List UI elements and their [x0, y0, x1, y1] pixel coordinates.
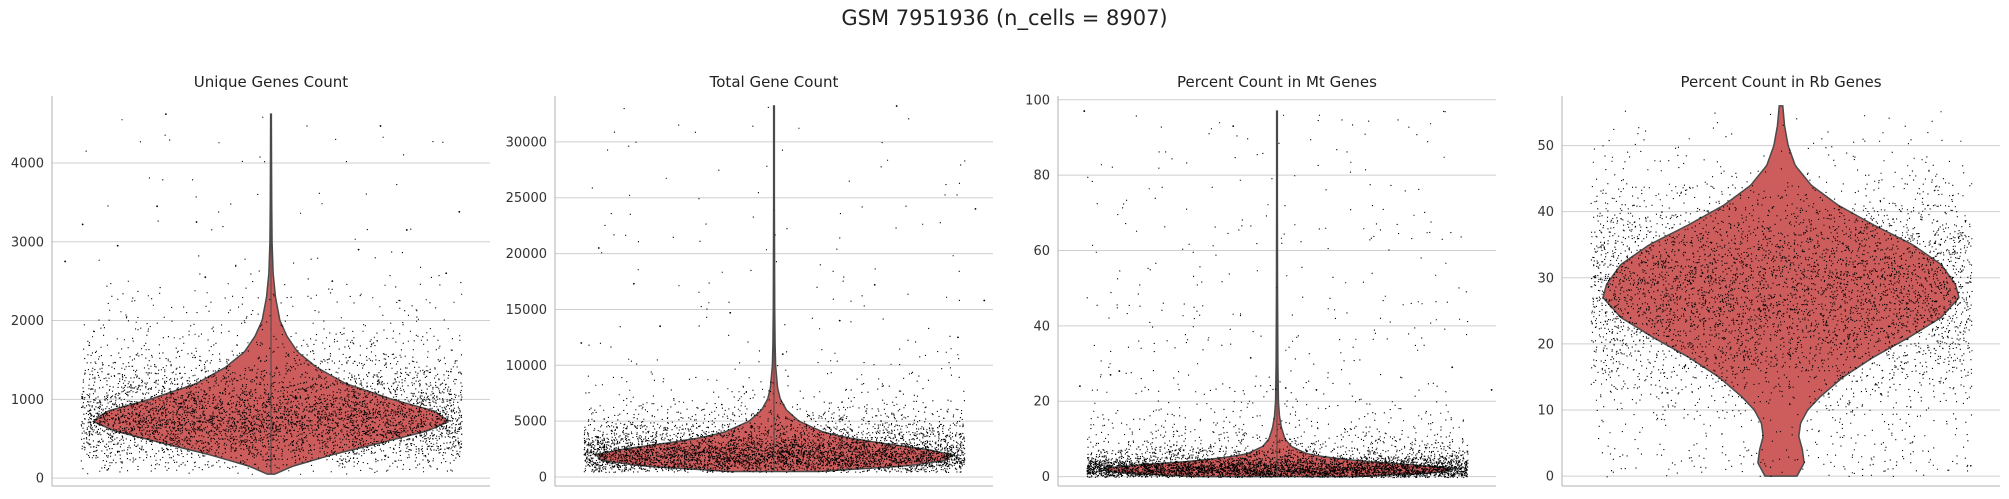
outlier-point [1315, 389, 1318, 391]
outlier-point [1083, 110, 1086, 112]
y-tick-label: 20 [1537, 337, 1554, 352]
outlier-point [204, 276, 207, 279]
outlier-point [156, 205, 159, 208]
outlier-point [81, 223, 84, 226]
violin-chart-3: Percent Count in Mt Genes 0 20 40 60 80 100 [1025, 73, 1496, 487]
outlier-point [983, 299, 986, 302]
y-tick-label: 0 [1546, 470, 1554, 485]
outlier-point [405, 229, 408, 231]
jitter-points [580, 105, 986, 474]
outlier-point [781, 353, 784, 356]
figure-title: GSM 7951936 (n_cells = 8907) [841, 6, 1168, 30]
y-tick-label: 80 [1033, 169, 1050, 184]
violin-chart-2: Total Gene Count 0 5000 10000 15000 20000 2500… [506, 73, 993, 487]
outlier-point [873, 283, 876, 286]
y-tick-label: 10000 [506, 359, 547, 374]
outlier-point [1249, 356, 1252, 359]
panel-title: Percent Count in Rb Genes [1680, 73, 1881, 91]
y-tick-label: 20 [1033, 395, 1050, 410]
panel-title: Percent Count in Mt Genes [1177, 73, 1377, 91]
outlier-point [1490, 389, 1493, 391]
violin-panel-1: Unique Genes Count 0 1000 2000 3000 4000 [11, 0, 490, 499]
outlier-point [1232, 125, 1235, 128]
outlier-point [379, 125, 382, 127]
outlier-point [974, 207, 977, 210]
outlier-point [1109, 373, 1112, 376]
y-tick-label: 40 [1033, 319, 1050, 334]
y-tick-label: 5000 [514, 415, 547, 430]
y-tick-label: 3000 [11, 235, 44, 250]
outlier-point [458, 210, 461, 213]
outlier-point [580, 342, 583, 344]
outlier-point [895, 105, 898, 107]
violin-chart-4: Percent Count in Rb Genes 0 10 20 30 40 50 [1537, 73, 2000, 487]
outlier-point [331, 280, 334, 283]
outlier-point [357, 248, 360, 251]
y-tick-label: 30 [1537, 271, 1554, 286]
y-tick-label: 0 [539, 471, 547, 486]
jitter-points [1079, 110, 1493, 479]
y-tick-label: 100 [1025, 93, 1050, 108]
y-tick-label: 40 [1537, 205, 1554, 220]
outlier-point [445, 272, 448, 275]
y-tick-label: 0 [36, 472, 44, 487]
outlier-point [1118, 370, 1121, 372]
violin-body [1602, 105, 1960, 477]
outlier-point [64, 260, 67, 263]
y-tick-label: 4000 [11, 156, 44, 171]
outlier-point [1284, 387, 1287, 389]
outlier-point [838, 319, 841, 322]
outlier-point [659, 325, 662, 328]
y-tick-label: 50 [1537, 139, 1554, 154]
y-tick-label: 1000 [11, 393, 44, 408]
y-tick-label: 25000 [506, 191, 547, 206]
outlier-point [1079, 385, 1081, 388]
jitter-points [64, 113, 463, 475]
y-tick-label: 10 [1537, 403, 1554, 418]
outlier-point [632, 282, 635, 285]
violin-chart-1: Unique Genes Count 0 1000 2000 3000 4000 [11, 73, 490, 487]
data-points [80, 116, 463, 475]
outlier-point [195, 221, 198, 223]
y-tick-label: 60 [1033, 244, 1050, 259]
y-tick-label: 0 [1042, 470, 1050, 485]
y-tick-label: 15000 [506, 303, 547, 318]
y-tick-label: 30000 [506, 135, 547, 150]
y-tick-label: 20000 [506, 247, 547, 262]
panel-title: Total Gene Count [709, 73, 839, 91]
y-tick-label: 2000 [11, 314, 44, 329]
outlier-point [957, 336, 959, 339]
violin-panel-2: Total Gene Count 0 5000 10000 15000 20000 2500… [495, 0, 993, 499]
outlier-point [729, 311, 732, 314]
panel-title: Unique Genes Count [194, 73, 349, 91]
outlier-point [164, 113, 167, 116]
outlier-point [1451, 366, 1454, 369]
violin-panel-3: Percent Count in Mt Genes 0 20 40 60 80 100 [1018, 0, 1496, 499]
outlier-point [116, 244, 119, 247]
outlier-point [597, 247, 600, 249]
violin-panel-4: Percent Count in Rb Genes 0 10 20 30 40 50 [1522, 0, 2000, 499]
